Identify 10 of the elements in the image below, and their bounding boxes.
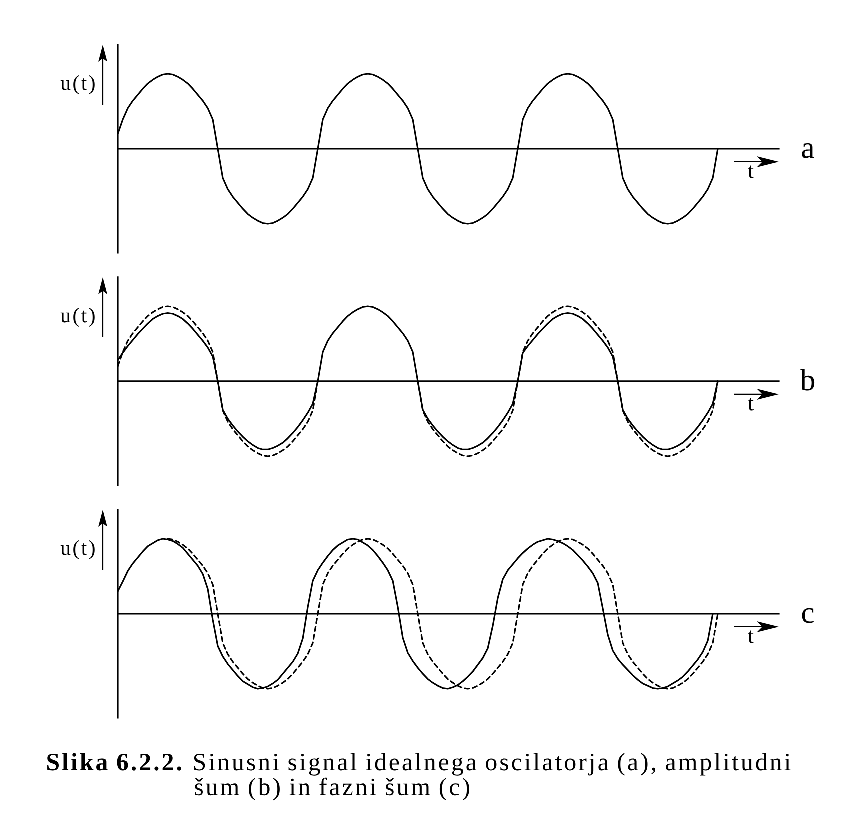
x-axis-title: t	[748, 630, 754, 644]
text: b	[800, 369, 815, 391]
text: Slika 6.2.2. Sinusni signal idealnega oscilatorja (a), amplitudni šum (b) in fazni šum (c)	[48, 753, 791, 801]
y-axis-title: u(t)	[60, 308, 95, 327]
text: a	[802, 143, 814, 158]
x-axis-title: t	[748, 166, 754, 178]
y-axis-title: u(t)	[60, 540, 95, 560]
y-axis-title: u(t)	[60, 76, 95, 94]
x-axis-title: t	[748, 398, 754, 411]
text: c	[802, 608, 814, 624]
